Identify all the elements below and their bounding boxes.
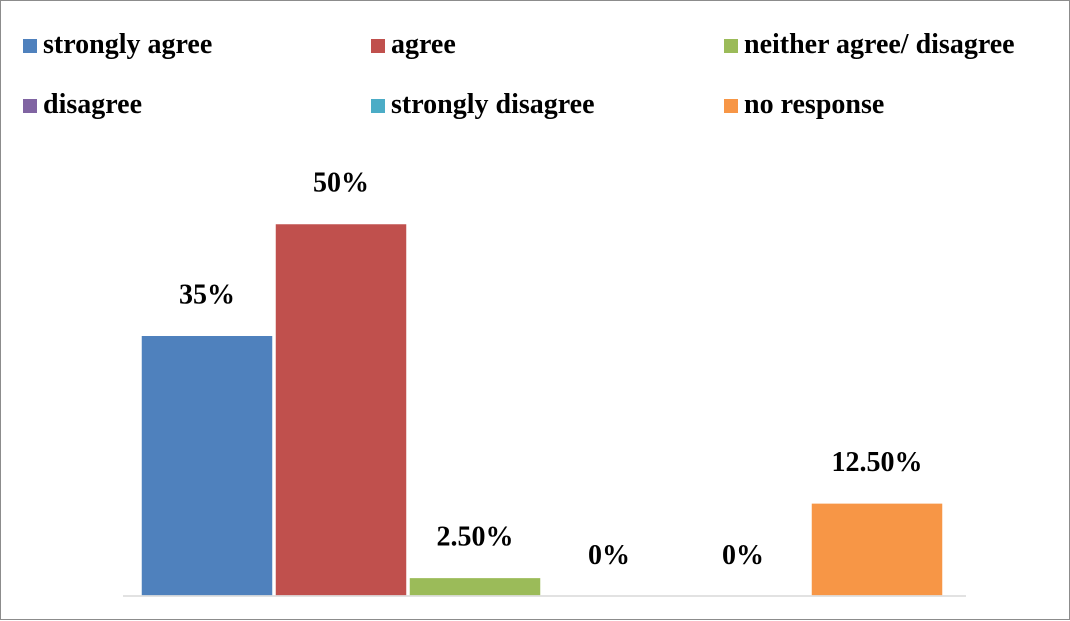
- legend-label-disagree: disagree: [43, 89, 142, 120]
- legend-swatch-strongly-agree: [23, 39, 37, 53]
- bar-neither-agree-disagree: [408, 576, 542, 597]
- legend-label-neither-agree-disagree: neither agree/ disagree: [744, 29, 1015, 60]
- data-label-disagree: 0%: [588, 540, 630, 571]
- legend-label-strongly-disagree: strongly disagree: [391, 89, 595, 120]
- legend-swatch-neither-agree-disagree: [724, 39, 738, 53]
- data-label-agree: 50%: [313, 168, 369, 199]
- data-label-strongly-disagree: 0%: [722, 540, 764, 571]
- legend-label-agree: agree: [391, 29, 456, 60]
- chart-data-labels: 35% 50% 2.50% 0% 0% 12.50%: [179, 168, 923, 572]
- legend-swatch-no-response: [724, 99, 738, 113]
- data-label-no-response: 12.50%: [832, 447, 923, 478]
- legend-label-strongly-agree: strongly agree: [43, 29, 212, 60]
- bar-strongly-agree: [140, 334, 274, 597]
- legend-swatch-agree: [371, 39, 385, 53]
- legend-label-no-response: no response: [744, 89, 884, 120]
- data-label-strongly-agree: 35%: [179, 279, 235, 310]
- legend-swatch-strongly-disagree: [371, 99, 385, 113]
- bar-agree: [274, 222, 408, 597]
- chart-bars: [140, 222, 944, 597]
- data-label-neither-agree-disagree: 2.50%: [437, 521, 514, 552]
- chart-legend: strongly agree agree neither agree/ disagr…: [23, 29, 1015, 120]
- bar-no-response: [810, 502, 944, 597]
- legend-swatch-disagree: [23, 99, 37, 113]
